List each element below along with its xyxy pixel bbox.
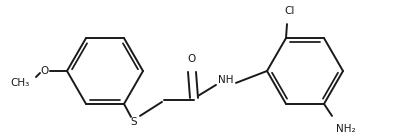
Text: O: O bbox=[41, 66, 49, 76]
Text: NH₂: NH₂ bbox=[335, 124, 355, 134]
Text: NH: NH bbox=[218, 75, 233, 85]
Text: S: S bbox=[130, 117, 137, 127]
Text: CH₃: CH₃ bbox=[11, 78, 30, 88]
Text: Cl: Cl bbox=[284, 6, 294, 16]
Text: O: O bbox=[188, 54, 196, 64]
